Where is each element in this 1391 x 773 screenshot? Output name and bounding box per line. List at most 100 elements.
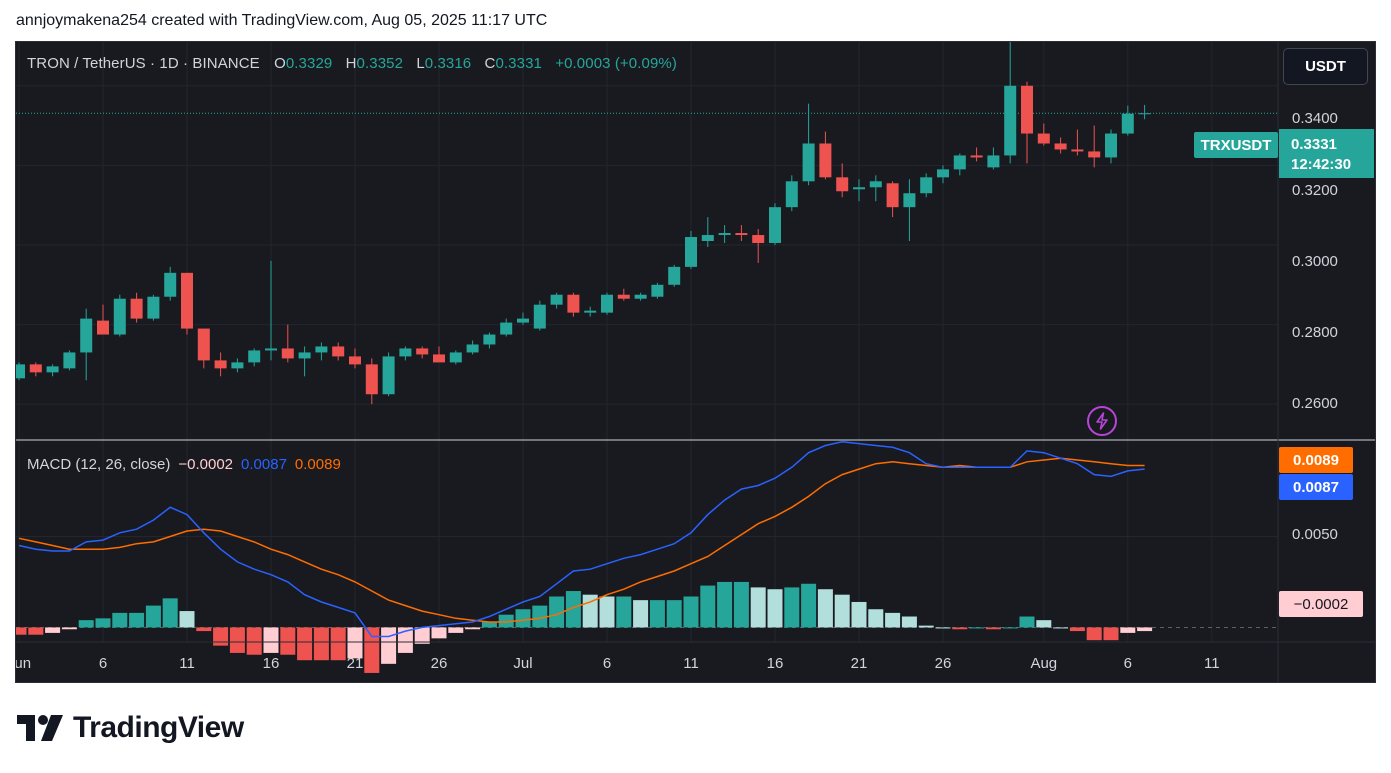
candle-body xyxy=(97,320,109,335)
macd-badge: 0.0087 xyxy=(1279,474,1353,500)
candle-body xyxy=(315,346,328,353)
histogram-bar xyxy=(633,600,649,628)
macd-legend: MACD (12, 26, close) −0.0002 0.0087 0.0089 xyxy=(27,456,341,473)
macd-line xyxy=(18,441,1145,638)
candle-body xyxy=(634,294,647,299)
candle-body xyxy=(920,177,933,194)
histogram-bar xyxy=(750,587,766,628)
candle-body xyxy=(651,284,664,297)
symbol-badge: TRXUSDT xyxy=(1194,132,1278,158)
candle-body xyxy=(181,272,193,329)
candle-body xyxy=(685,237,697,267)
histogram-bar xyxy=(683,596,699,628)
tradingview-logo-icon xyxy=(17,715,63,741)
candle-body xyxy=(130,298,143,319)
histogram-bar xyxy=(1086,627,1102,641)
currency-button[interactable]: USDT xyxy=(1283,48,1368,85)
close-label: C xyxy=(484,55,496,72)
candle-body xyxy=(214,360,227,369)
chart-canvas[interactable] xyxy=(16,42,1376,683)
price-tick: 0.3400 xyxy=(1292,110,1338,127)
histogram-bar xyxy=(313,627,329,661)
histogram-bar xyxy=(448,627,464,633)
time-tick: Aug xyxy=(1030,655,1058,672)
brand-name: TradingView xyxy=(73,711,244,744)
candlestick-series xyxy=(16,42,1151,405)
histogram-bar xyxy=(246,627,262,655)
histogram-bar xyxy=(834,594,850,628)
histogram-bar xyxy=(1137,627,1153,632)
price-tick: 0.3000 xyxy=(1292,253,1338,270)
candle-body xyxy=(1138,113,1151,115)
high-label: H xyxy=(345,55,357,72)
candle-body xyxy=(365,364,378,395)
candle-body xyxy=(903,193,916,208)
candle-body xyxy=(617,294,630,299)
candle-body xyxy=(382,356,395,395)
histogram-bar xyxy=(414,627,430,644)
candle-body xyxy=(113,298,126,335)
histogram-bar xyxy=(1069,627,1085,632)
candle-body xyxy=(197,328,210,361)
macd-hist-value: −0.0002 xyxy=(178,456,234,473)
tradingview-logo: TradingView xyxy=(17,711,244,745)
candle-body xyxy=(1121,113,1134,134)
candle-body xyxy=(1105,133,1117,158)
candle-body xyxy=(1088,151,1101,158)
macd-title[interactable]: MACD (12, 26, close) xyxy=(27,456,171,473)
histogram-bar xyxy=(112,612,128,628)
histogram-bar xyxy=(61,627,77,630)
histogram-bar xyxy=(196,627,212,632)
candle-body xyxy=(1004,85,1017,156)
histogram-bar xyxy=(16,627,27,635)
symbol-title[interactable]: TRON / TetherUS · 1D · BINANCE xyxy=(27,55,260,72)
price-tick: 0.2600 xyxy=(1292,395,1338,412)
histogram-bar xyxy=(985,627,1001,630)
macd-lines xyxy=(18,441,1145,638)
macd-histogram xyxy=(16,581,1153,673)
time-tick: 11 xyxy=(1204,655,1220,672)
time-tick: 16 xyxy=(262,655,280,672)
candle-body xyxy=(819,143,832,178)
histogram-bar xyxy=(498,614,514,628)
histogram-bar xyxy=(330,627,346,661)
histogram-bar xyxy=(817,589,833,628)
time-tick: 11 xyxy=(179,655,195,672)
histogram-bar xyxy=(969,627,985,629)
candle-body xyxy=(937,169,949,178)
candle-body xyxy=(500,322,513,335)
last-price-badge: 0.3331 12:42:30 xyxy=(1279,129,1374,178)
histogram-bar xyxy=(885,612,901,628)
candle-body xyxy=(164,272,177,297)
histogram-bar xyxy=(297,627,313,661)
histogram-bar xyxy=(229,627,245,653)
histogram-bar xyxy=(1002,627,1018,629)
histogram-bar xyxy=(952,627,968,630)
candle-body xyxy=(567,294,580,313)
lightning-icon[interactable] xyxy=(1087,406,1117,436)
low-value: 0.3316 xyxy=(424,55,472,72)
chart-container[interactable]: TRON / TetherUS · 1D · BINANCE O0.3329 H… xyxy=(15,41,1376,683)
candle-body xyxy=(550,294,563,305)
candle-body xyxy=(147,296,160,319)
histogram-bar xyxy=(162,598,178,628)
candle-body xyxy=(63,352,76,369)
candle-body xyxy=(466,344,479,353)
candle-body xyxy=(1021,85,1033,134)
candle-body xyxy=(953,155,966,170)
histogram-bar xyxy=(78,620,94,628)
signal-line xyxy=(18,457,1145,623)
candle-body xyxy=(449,352,462,363)
candle-body xyxy=(836,177,849,192)
histogram-bar xyxy=(532,605,548,628)
candle-body xyxy=(29,364,42,373)
candle-body xyxy=(265,348,277,351)
histogram-bar xyxy=(616,596,632,628)
candle-body xyxy=(46,366,59,373)
histogram-bar xyxy=(481,621,497,628)
histogram-badge: −0.0002 xyxy=(1279,591,1363,617)
histogram-bar xyxy=(465,627,481,630)
last-price-value: 0.3331 xyxy=(1291,136,1337,153)
high-value: 0.3352 xyxy=(356,55,404,72)
candle-body xyxy=(399,348,412,357)
